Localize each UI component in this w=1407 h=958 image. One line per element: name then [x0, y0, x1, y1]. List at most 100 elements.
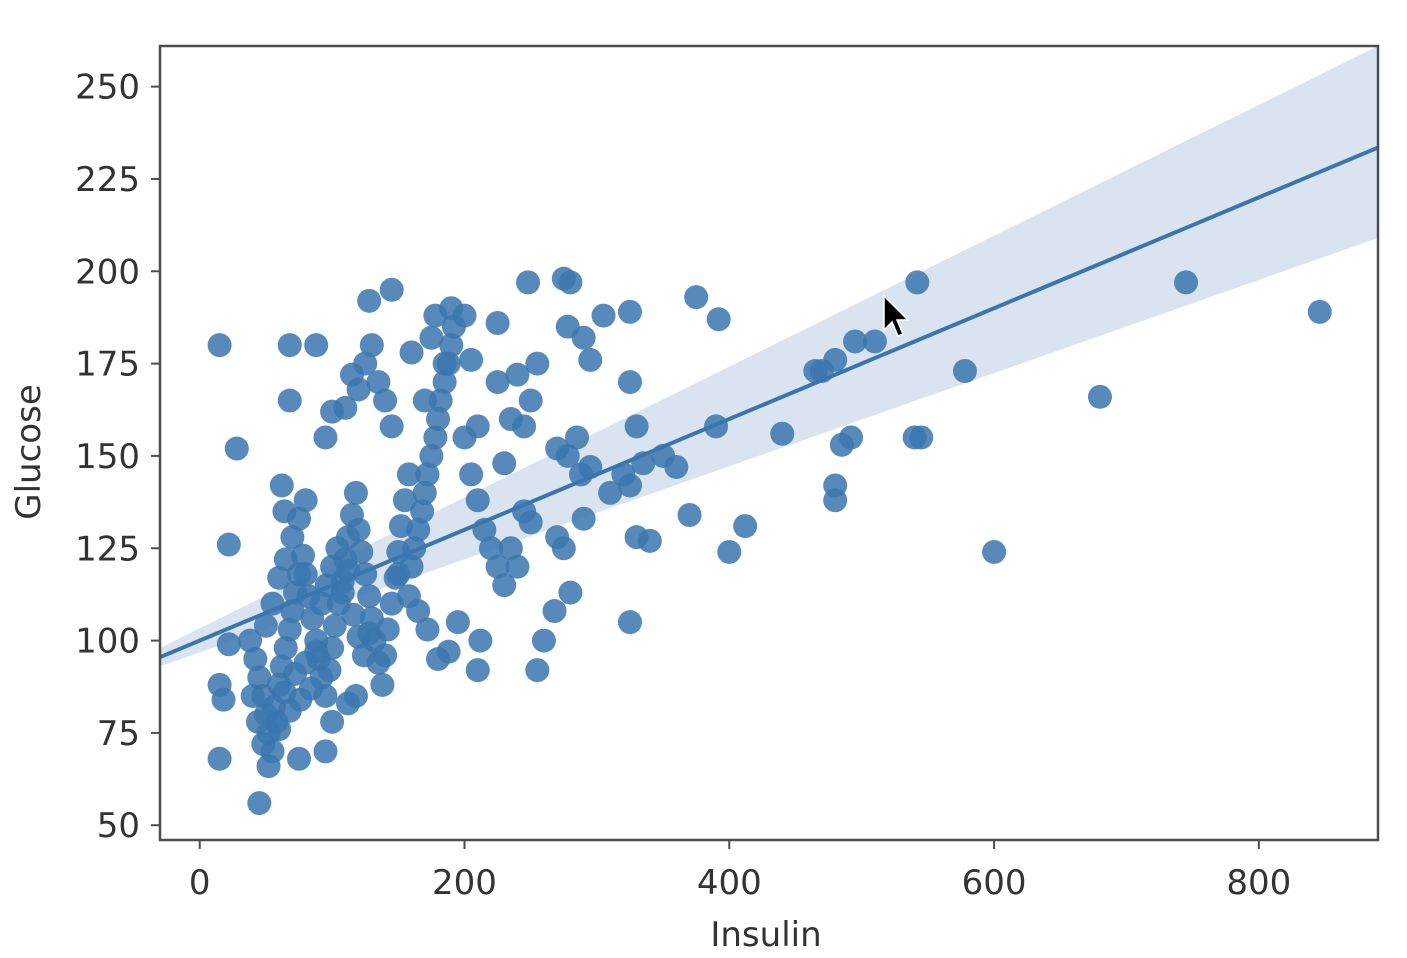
data-point: [664, 455, 689, 480]
data-point: [558, 580, 583, 605]
data-point: [839, 425, 864, 450]
data-point: [1307, 299, 1332, 324]
y-tick-label: 75: [97, 714, 140, 754]
data-point: [518, 510, 543, 535]
data-point: [591, 303, 616, 328]
data-point: [843, 329, 868, 354]
data-point: [423, 425, 448, 450]
data-point: [313, 425, 338, 450]
data-point: [410, 499, 435, 524]
x-axis-label: Insulin: [710, 915, 821, 953]
data-point: [432, 351, 457, 376]
data-point: [392, 488, 417, 513]
data-point: [357, 288, 382, 313]
data-point: [419, 443, 444, 468]
data-point: [565, 425, 590, 450]
data-point: [317, 658, 342, 683]
data-point: [558, 270, 583, 295]
y-tick-label: 225: [75, 160, 140, 200]
data-point: [320, 709, 345, 734]
data-point: [341, 602, 366, 627]
data-point: [399, 340, 424, 365]
data-point: [412, 388, 437, 413]
mouse-cursor-icon: [883, 294, 910, 337]
data-point: [518, 388, 543, 413]
data-point: [343, 683, 368, 708]
data-point: [366, 370, 391, 395]
data-point: [359, 333, 384, 358]
data-point: [485, 554, 510, 579]
regression-line: [159, 145, 1379, 660]
data-point: [273, 635, 298, 660]
data-point: [498, 536, 523, 561]
data-point: [505, 362, 530, 387]
data-point: [982, 539, 1007, 564]
data-point: [330, 580, 355, 605]
data-point: [578, 347, 603, 372]
y-tick-label: 250: [75, 68, 140, 108]
data-point: [505, 554, 530, 579]
data-point: [684, 285, 709, 310]
data-point: [571, 506, 596, 531]
data-point: [617, 610, 642, 635]
data-point: [862, 329, 887, 354]
y-tick-label: 200: [75, 252, 140, 292]
data-point: [238, 628, 263, 653]
data-point: [905, 270, 930, 295]
data-point: [823, 488, 848, 513]
data-point: [459, 347, 484, 372]
data-point: [346, 377, 371, 402]
data-point: [298, 676, 323, 701]
data-point: [492, 451, 517, 476]
data-point: [245, 709, 270, 734]
data-point: [267, 565, 292, 590]
data-point: [525, 351, 550, 376]
data-point: [909, 425, 934, 450]
data-point: [224, 436, 249, 461]
data-point: [637, 528, 662, 553]
data-point: [216, 632, 241, 657]
y-tick-label: 150: [75, 437, 140, 477]
data-point: [396, 584, 421, 609]
plot-area-frame: [158, 44, 1380, 842]
data-point: [253, 613, 278, 638]
data-point: [415, 462, 440, 487]
data-point: [379, 414, 404, 439]
data-point: [375, 617, 400, 642]
data-point: [247, 665, 272, 690]
data-point: [396, 462, 421, 487]
data-point: [465, 658, 490, 683]
data-point: [349, 539, 374, 564]
data-point: [309, 591, 334, 616]
data-point: [512, 414, 537, 439]
data-point: [459, 462, 484, 487]
x-tick-label: 200: [432, 863, 497, 903]
data-point: [555, 443, 580, 468]
data-point: [325, 536, 350, 561]
data-point: [353, 351, 378, 376]
data-point: [617, 299, 642, 324]
data-point: [406, 517, 431, 542]
data-point: [373, 388, 398, 413]
data-point: [617, 370, 642, 395]
data-point: [386, 562, 411, 587]
data-point: [272, 499, 297, 524]
data-point: [525, 658, 550, 683]
data-point: [379, 277, 404, 302]
data-point: [370, 672, 395, 697]
data-point: [733, 514, 758, 539]
data-point: [293, 488, 318, 513]
data-point: [280, 525, 305, 550]
data-point: [293, 562, 318, 587]
data-point: [216, 532, 241, 557]
data-point: [256, 754, 281, 779]
data-point: [277, 388, 302, 413]
data-point: [304, 639, 329, 664]
data-point: [277, 617, 302, 642]
data-point: [240, 683, 265, 708]
data-point: [952, 358, 977, 383]
data-point: [452, 303, 477, 328]
data-point: [267, 717, 292, 742]
data-point: [432, 370, 457, 395]
